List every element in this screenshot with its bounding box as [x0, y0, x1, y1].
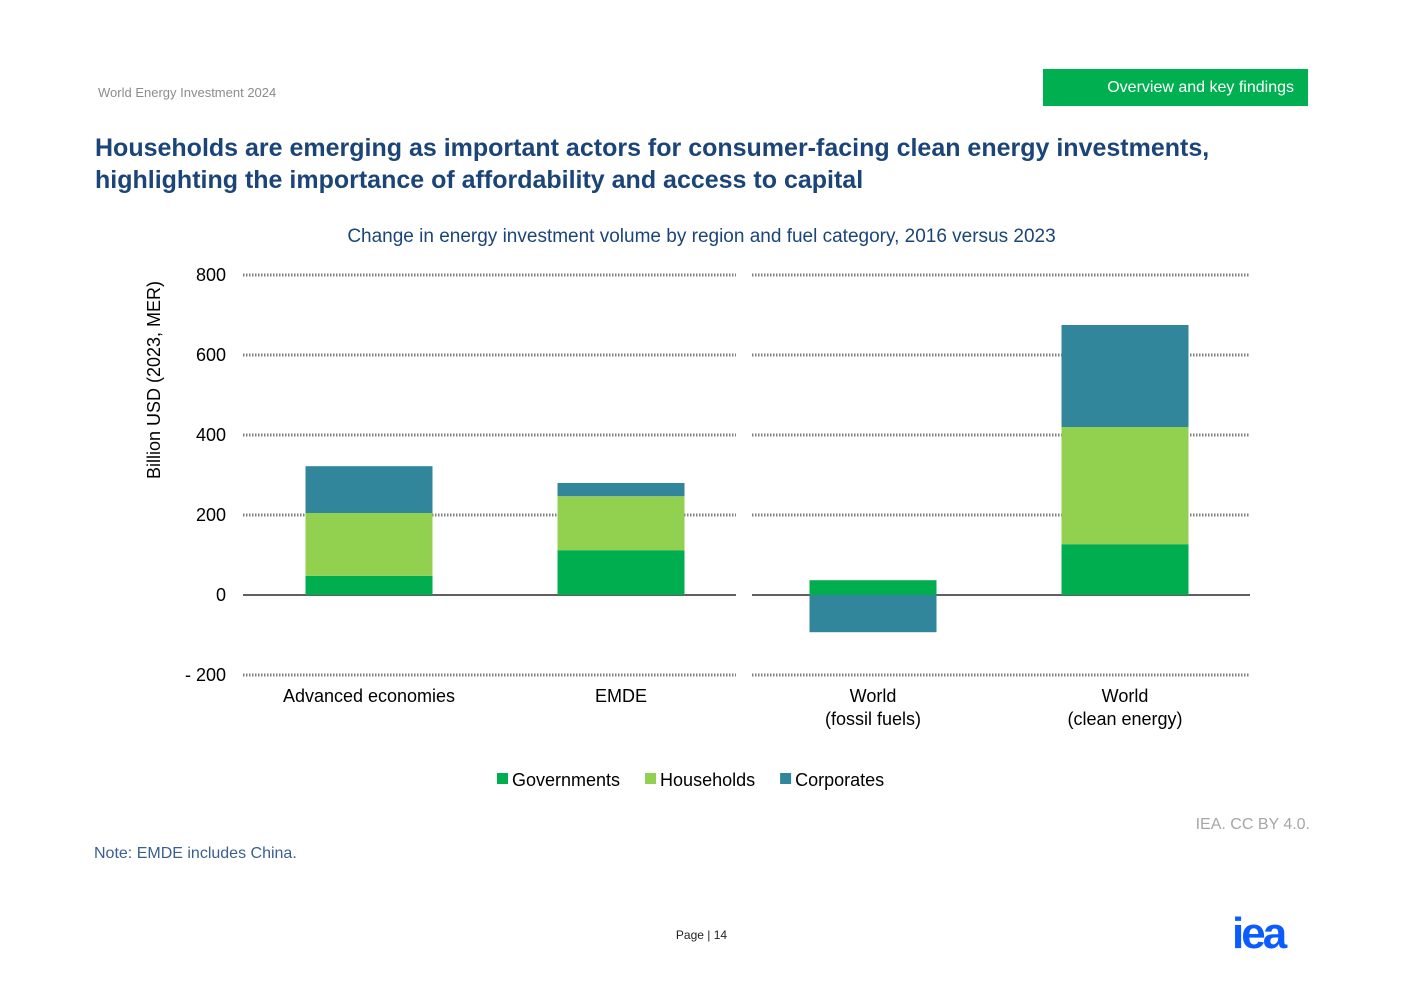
iea-logo: iea	[1232, 909, 1287, 958]
y-tick-label: 0	[216, 585, 226, 605]
section-label: Overview and key findings	[1107, 78, 1294, 96]
bar-governments	[809, 580, 937, 595]
legend-swatch	[645, 773, 657, 784]
bar-households	[557, 496, 685, 551]
bar-governments	[557, 550, 685, 595]
chart-title: Change in energy investment volume by re…	[347, 226, 1056, 247]
bar-governments	[305, 575, 433, 595]
y-tick-label: 400	[196, 425, 226, 445]
doc-title: World Energy Investment 2024	[98, 85, 277, 100]
y-axis-label: Billion USD (2023, MER)	[144, 281, 164, 479]
y-tick-label: 600	[196, 345, 226, 365]
section-tag[interactable]: Overview and key findings	[1043, 69, 1308, 106]
bar-households	[305, 513, 433, 576]
bar-corporates	[1061, 325, 1189, 427]
bar-households	[1061, 427, 1189, 545]
bar-corporates	[557, 483, 685, 497]
note: Note: EMDE includes China.	[94, 845, 297, 862]
bar-corporates	[305, 466, 433, 513]
legend-swatch	[780, 773, 792, 784]
legend-label: Governments	[512, 770, 620, 790]
x-tick-label: (fossil fuels)	[825, 709, 921, 729]
page-number: Page | 14	[675, 928, 728, 942]
legend-label: Households	[660, 770, 755, 790]
y-tick-label: - 200	[185, 665, 226, 685]
y-tick-label: 800	[196, 265, 226, 285]
bar-corporates	[809, 595, 937, 633]
x-tick-label: World	[1102, 686, 1149, 706]
legend-swatch	[497, 773, 508, 784]
legend-label: Corporates	[795, 770, 884, 790]
page-title: Households are emerging as important act…	[95, 134, 1210, 194]
x-tick-label: (clean energy)	[1067, 709, 1182, 729]
x-tick-label: EMDE	[595, 686, 647, 706]
x-tick-label: Advanced economies	[283, 686, 455, 706]
y-tick-label: 200	[196, 505, 226, 525]
source: IEA. CC BY 4.0.	[1195, 816, 1310, 833]
x-tick-label: World	[850, 686, 897, 706]
bar-governments	[1061, 544, 1189, 595]
